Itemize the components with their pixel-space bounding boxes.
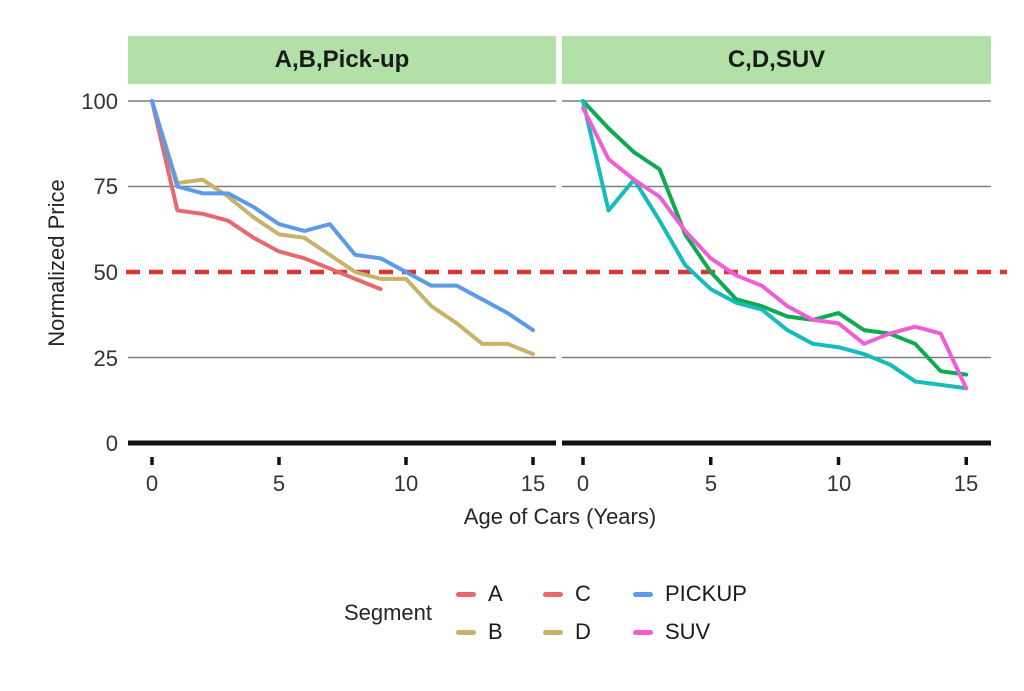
legend-label-c: C: [575, 581, 591, 606]
y-axis-title: Normalized Price: [44, 179, 69, 347]
legend-item-b: B: [456, 619, 503, 644]
y-tick-label-75: 75: [93, 174, 118, 199]
legend-label-a: A: [488, 581, 503, 606]
legend-label-b: B: [488, 619, 503, 644]
y-tick-label-25: 25: [93, 346, 118, 371]
x-tick-label-right-5: 5: [704, 471, 718, 496]
y-tick-label-0: 0: [105, 431, 118, 456]
legend-swatch-c: [543, 591, 563, 597]
legend-item-a: A: [456, 581, 503, 606]
legend-item-pickup: PICKUP: [633, 581, 747, 606]
legend-swatch-suv: [633, 629, 653, 635]
x-axis-title: Age of Cars (Years): [463, 504, 657, 529]
facet-header-right: C,D,SUV: [562, 36, 991, 84]
y-tick-label-100: 100: [81, 89, 118, 114]
legend-item-c: C: [543, 581, 591, 606]
x-tick-label-right-0: 0: [576, 471, 590, 496]
legend-swatch-b: [456, 629, 476, 635]
legend-label-d: D: [575, 619, 591, 644]
x-tick-label-right-15: 15: [953, 471, 979, 496]
x-tick-label-left-15: 15: [520, 471, 546, 496]
y-tick-label-50: 50: [93, 260, 118, 285]
legend-label-pickup: PICKUP: [665, 581, 747, 606]
legend-swatch-a: [456, 591, 476, 597]
legend-swatch-pickup: [633, 591, 653, 597]
legend-label-suv: SUV: [665, 619, 711, 644]
facet-header-left: A,B,Pick-up: [128, 36, 556, 84]
legend-title: Segment: [343, 600, 432, 625]
legend-item-d: D: [543, 619, 591, 644]
x-tick-label-right-10: 10: [826, 471, 852, 496]
legend-item-suv: SUV: [633, 619, 711, 644]
x-tick-label-left-0: 0: [145, 471, 159, 496]
x-tick-label-left-10: 10: [393, 471, 419, 496]
legend-swatch-d: [543, 629, 563, 635]
x-tick-label-left-5: 5: [272, 471, 286, 496]
